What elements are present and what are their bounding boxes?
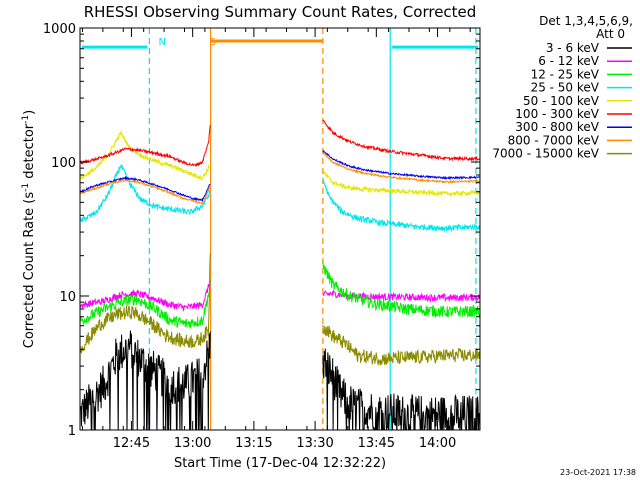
series-line-5-seg-2: [322, 119, 480, 162]
annotation-0: N: [158, 37, 165, 48]
x-tick-label-0: 12:45: [113, 436, 150, 451]
legend-label-0: 3 - 6 keV: [546, 41, 600, 55]
x-tick-label-1: 13:00: [174, 436, 211, 451]
series-line-5-seg-1: [80, 124, 211, 167]
legend-label-4: 50 - 100 keV: [523, 94, 600, 108]
y-axis-label: Corrected Count Rate (s-1 detector-1): [21, 110, 37, 348]
y-axis-label-part-2: detector: [22, 123, 37, 183]
x-tick-label-5: 14:00: [419, 436, 456, 451]
x-tick-label-2: 13:15: [235, 436, 272, 451]
series-line-8-seg-2: [322, 324, 480, 366]
legend-label-7: 800 - 7000 keV: [508, 133, 600, 147]
y-tick-label-3: 1000: [43, 22, 76, 37]
series-line-2-seg-1: [80, 281, 211, 329]
series-line-8-seg-1: [80, 253, 211, 354]
legend-label-3: 25 - 50 keV: [531, 81, 600, 95]
series-line-4-seg-2: [322, 170, 480, 198]
x-tick-label-4: 13:45: [358, 436, 395, 451]
y-tick-label-1: 10: [59, 290, 76, 305]
legend-label-5: 100 - 300 keV: [515, 107, 599, 121]
y-tick-label-0: 1: [68, 424, 76, 439]
series-line-3-seg-1: [80, 164, 211, 223]
legend-header-line-1: Det 1,3,4,5,6,9,: [539, 14, 633, 28]
y-tick-label-2: 100: [51, 156, 76, 171]
series-line-3-seg-2: [322, 177, 480, 233]
series-line-7-seg-1: [80, 179, 211, 205]
legend-header-line-2: Att 0: [596, 27, 625, 41]
series-line-6-seg-2: [322, 150, 480, 180]
x-axis-label: Start Time (17-Dec-04 12:32:22): [174, 456, 386, 471]
series-line-7-seg-2: [322, 152, 480, 184]
chart-title: RHESSI Observing Summary Count Rates, Co…: [84, 3, 477, 21]
legend-label-2: 12 - 25 keV: [531, 67, 600, 81]
series-line-0-seg-2: [322, 348, 480, 430]
x-tick-label-3: 13:30: [296, 436, 333, 451]
series-line-6-seg-1: [80, 175, 211, 203]
series-line-4-seg-1: [80, 129, 211, 181]
series-line-0-seg-1: [80, 330, 211, 430]
event-bars: [82, 39, 478, 49]
legend-label-6: 300 - 800 keV: [515, 120, 599, 134]
y-axis-label-sup-2: -1: [21, 115, 31, 124]
plot-frame: [79, 27, 481, 431]
x-axis: 12:45 13:00 13:15 13:30 13:45 14:00: [81, 28, 471, 451]
y-axis: 1 10 100 1000: [43, 22, 480, 439]
y-axis-label-part-1: Corrected Count Rate (s: [22, 192, 37, 349]
series-group: [80, 119, 480, 430]
series-line-2-seg-2: [322, 261, 480, 319]
legend-label-1: 6 - 12 keV: [538, 54, 600, 68]
y-axis-label-part-3: ): [22, 110, 37, 115]
annotation-1: S: [209, 37, 215, 48]
series-line-1-seg-1: [80, 280, 211, 313]
footer-timestamp: 23-Oct-2021 17:38: [560, 468, 636, 477]
y-axis-label-sup-1: -1: [21, 183, 31, 192]
legend-label-8: 7000 - 15000 keV: [492, 147, 599, 161]
